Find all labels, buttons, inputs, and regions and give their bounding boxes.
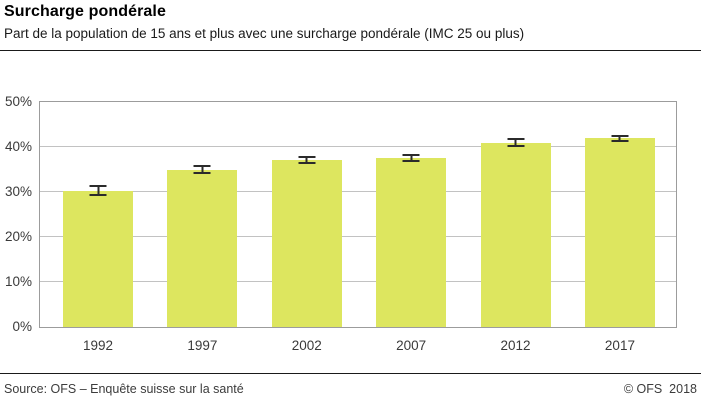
x-tick-label-2017: 2017 — [604, 338, 635, 353]
page-title: Surcharge pondérale — [4, 3, 166, 20]
gridline-10 — [40, 281, 676, 282]
gridline-40 — [40, 146, 676, 147]
error-bar-part — [201, 165, 204, 175]
error-bar-part — [402, 154, 420, 157]
error-bar-2012 — [507, 138, 525, 147]
footer-divider — [0, 373, 701, 374]
gridline-20 — [40, 236, 676, 237]
y-tick-label: 30% — [4, 184, 32, 199]
error-bar-part — [298, 156, 316, 159]
error-bar-2017 — [611, 134, 629, 143]
x-tick-label-1997: 1997 — [187, 338, 218, 353]
bar-2017 — [584, 134, 655, 327]
error-bar-part — [507, 144, 525, 147]
y-tick-label: 10% — [4, 274, 32, 289]
y-tick-label: 20% — [4, 229, 32, 244]
x-tick-label-2007: 2007 — [396, 338, 427, 353]
error-bar-part — [193, 172, 211, 175]
bar-2012 — [480, 138, 551, 327]
error-bar-part — [89, 185, 107, 188]
error-bar-1997 — [193, 165, 211, 175]
plot-area — [39, 101, 677, 328]
error-bar-part — [611, 134, 629, 137]
x-axis-labels: 1992 1997 2002 2007 2012 2017 — [40, 338, 676, 358]
bar-2002 — [271, 156, 342, 327]
error-bar-part — [618, 134, 621, 143]
header-divider — [0, 50, 701, 51]
error-bar-part — [402, 160, 420, 163]
bar-1992 — [63, 185, 133, 327]
y-tick-label: 0% — [12, 319, 32, 334]
copyright-note: © OFS 2018 — [623, 382, 697, 396]
error-bar-part — [514, 138, 517, 147]
page-subtitle: Part de la population de 15 ans et plus … — [4, 26, 525, 41]
y-tick-label: 50% — [4, 94, 32, 109]
x-tick-label-2002: 2002 — [291, 338, 322, 353]
source-note: Source: OFS – Enquête suisse sur la sant… — [4, 382, 244, 396]
y-tick-label: 40% — [4, 139, 32, 154]
error-bar-part — [193, 165, 211, 168]
error-bar-part — [305, 156, 308, 165]
bar-2007 — [376, 154, 447, 327]
error-bar-1992 — [89, 185, 107, 197]
error-bar-part — [97, 185, 99, 197]
x-tick-label-2012: 2012 — [500, 338, 531, 353]
error-bar-2002 — [298, 156, 316, 165]
bars-container — [40, 102, 676, 327]
error-bar-part — [410, 154, 413, 163]
error-bar-part — [298, 162, 316, 165]
error-bar-part — [507, 138, 525, 141]
x-tick-label-1992: 1992 — [82, 338, 114, 353]
error-bar-2007 — [402, 154, 420, 163]
bar-1997 — [167, 165, 238, 327]
error-bar-part — [611, 140, 629, 143]
error-bar-part — [89, 194, 107, 197]
gridline-30 — [40, 191, 676, 192]
